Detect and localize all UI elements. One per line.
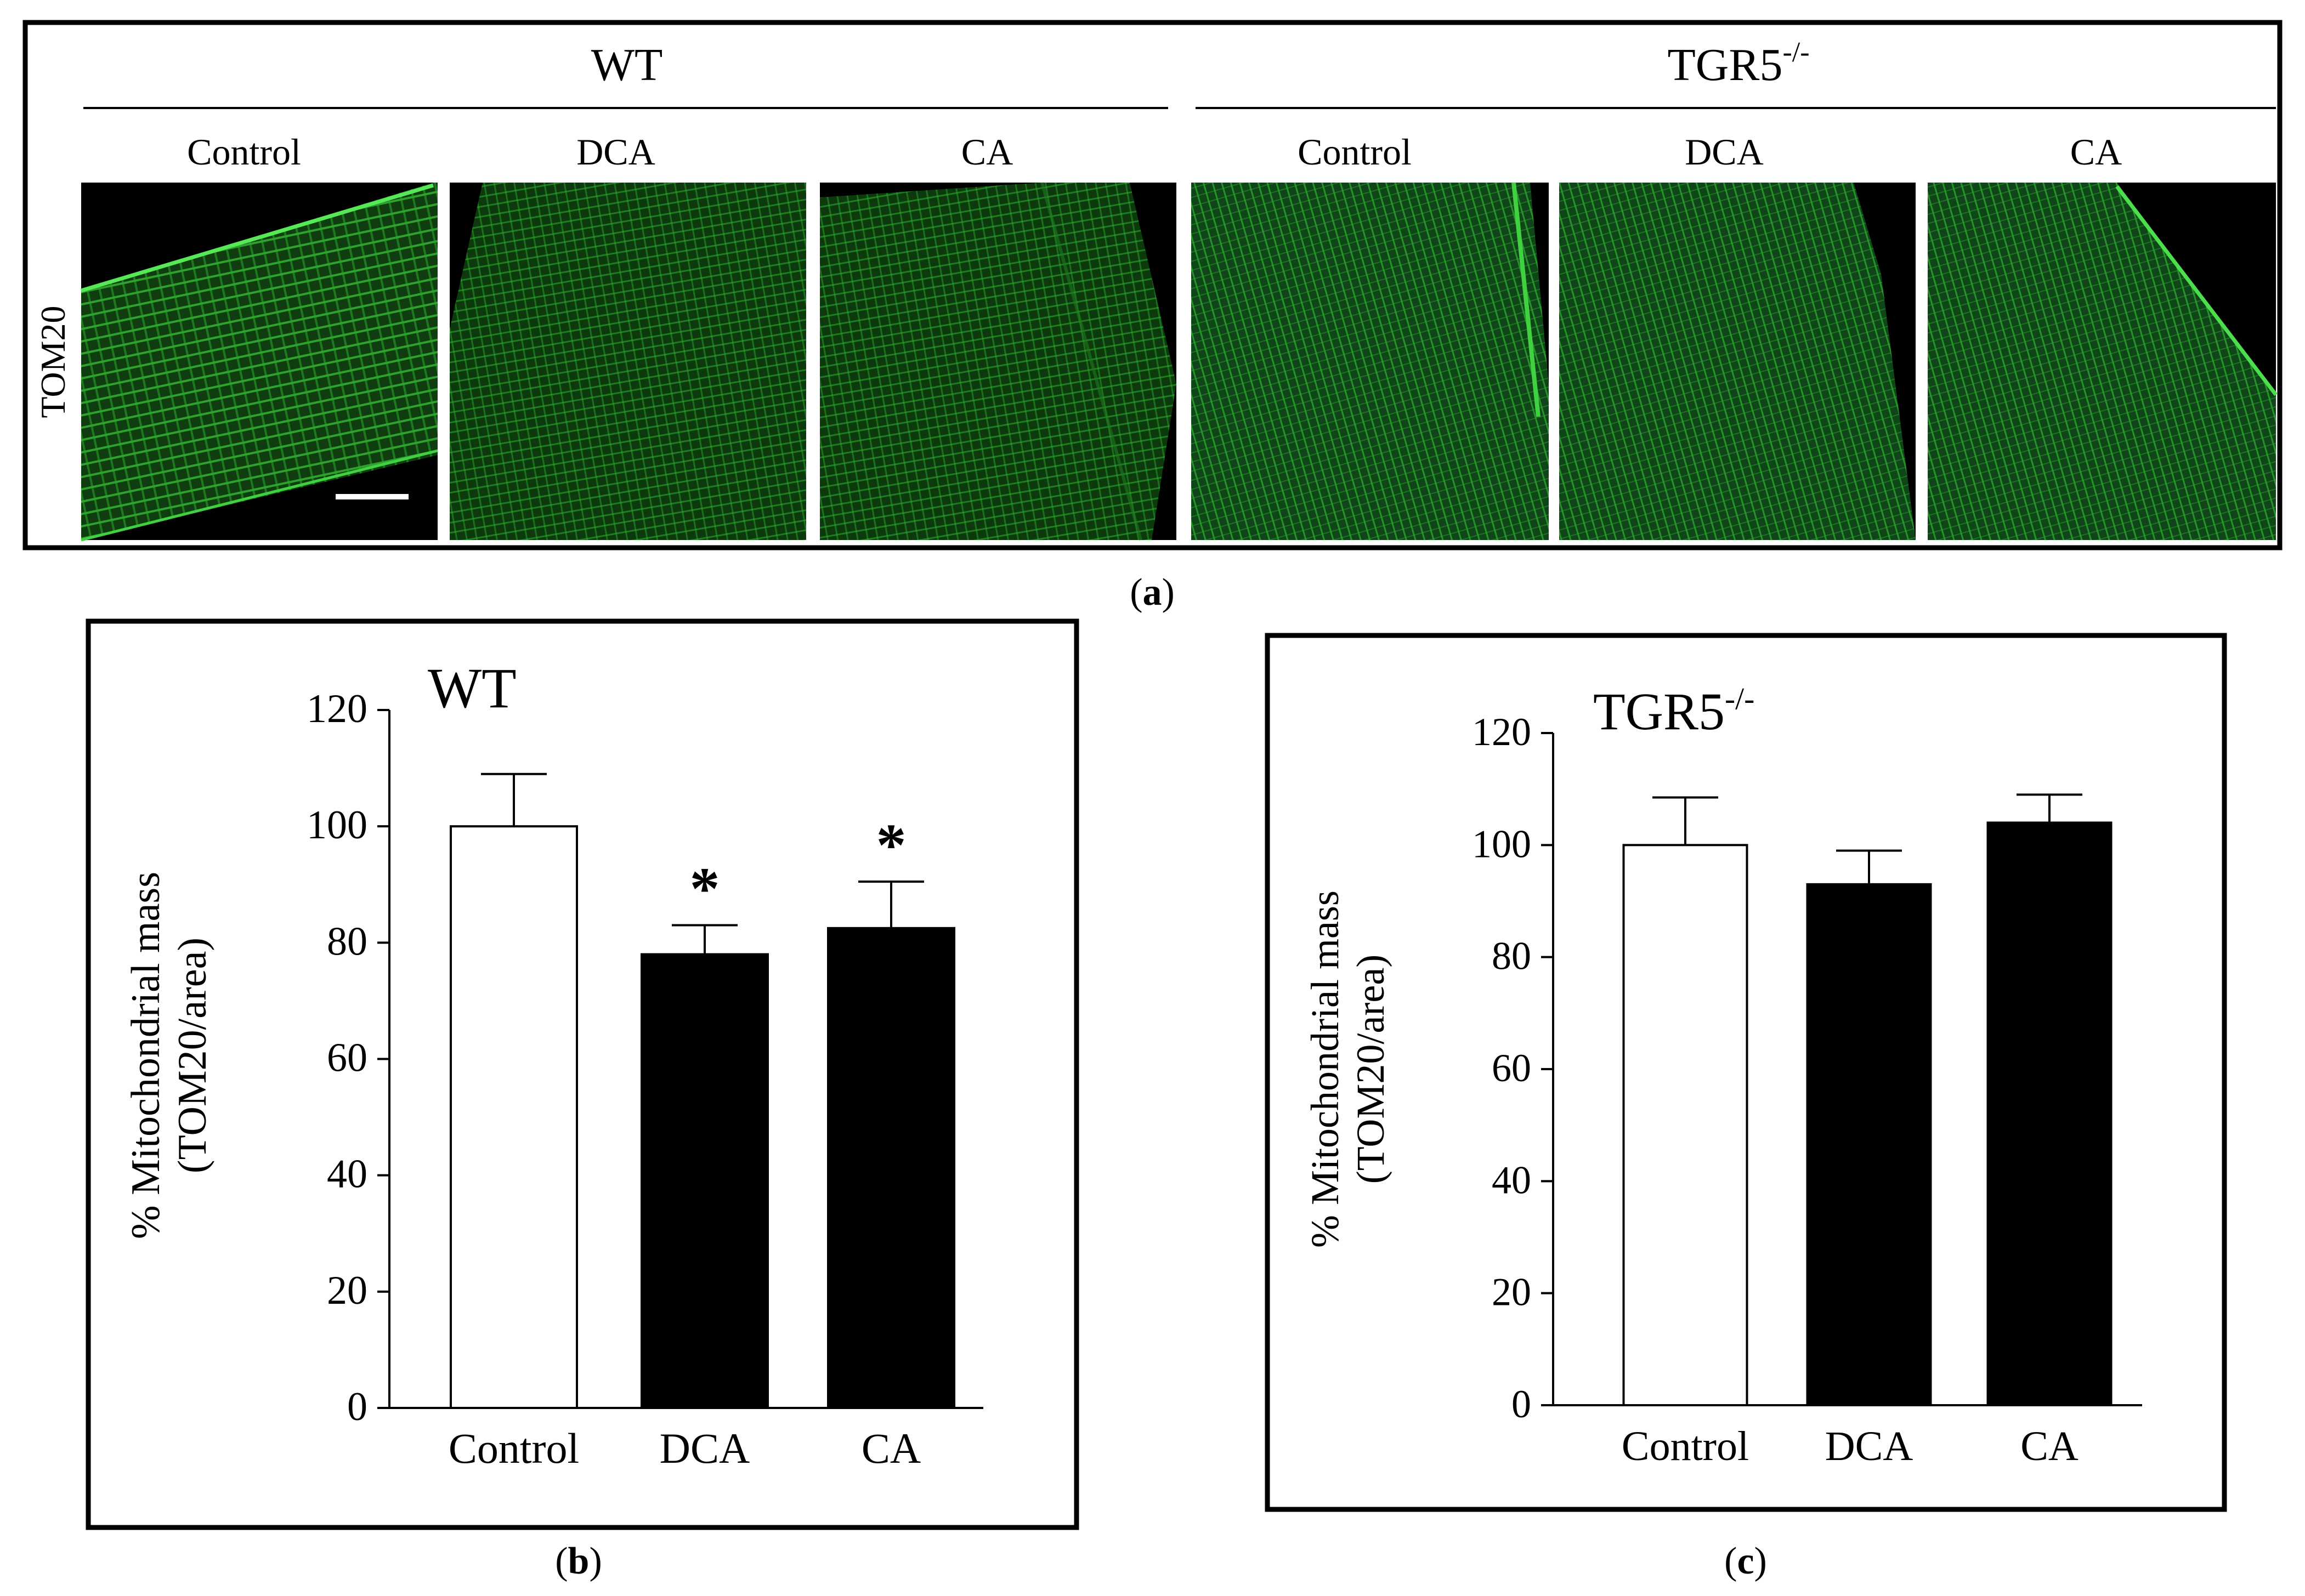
bar [641, 953, 769, 1410]
y-tick-label: 0 [347, 1384, 367, 1429]
panel-c-frame [1265, 633, 2227, 1512]
panel-caption-a: (a) [1130, 571, 1175, 614]
y-tick-label: 20 [1492, 1270, 1531, 1314]
micrograph-wt-dca [450, 183, 806, 540]
condition-label: DCA [576, 131, 655, 173]
y-tick-label: 60 [1492, 1046, 1531, 1090]
y-axis-title-units: (TOM20/area) [170, 938, 215, 1173]
y-tick-label: 40 [327, 1152, 367, 1197]
y-tick-label: 20 [327, 1268, 367, 1313]
micrograph-tgr5-ca [1928, 183, 2278, 540]
condition-label: Control [187, 131, 301, 173]
bar-chart-wt: 0 20 40 60 80 100 120 % Mitochondrial mass (TOM2… [123, 657, 983, 1472]
panel-c: 0 20 40 60 80 100 120 % Mitochondrial mass (TOM2… [1265, 633, 2227, 1582]
micrograph-tgr5-control [1191, 182, 1549, 540]
x-tick-label: CA [862, 1424, 921, 1472]
x-tick-label: Control [1622, 1423, 1749, 1469]
micrograph-wt-ca [820, 182, 1176, 541]
genotype-label-wt: WT [591, 39, 663, 90]
bar [1806, 883, 1932, 1406]
y-tick-label: 40 [1492, 1158, 1531, 1202]
chart-title: WT [428, 657, 517, 720]
y-axis-title: % Mitochondrial mass [1303, 890, 1347, 1248]
y-tick-label: 80 [1492, 934, 1531, 978]
chart-title: TGR5-/- [1593, 682, 1754, 741]
condition-label: CA [2070, 131, 2122, 173]
y-axis-title-units: (TOM20/area) [1349, 955, 1392, 1184]
panel-a-frame [22, 20, 2283, 550]
panel-b: 0 20 40 60 80 100 120 % Mitochondrial mass (TOM2… [86, 618, 1079, 1582]
panel-a: WT TGR5-/- Control DCA CA Control DCA CA… [22, 20, 2283, 614]
condition-label: Control [1298, 131, 1412, 173]
y-tick-label: 120 [1472, 710, 1531, 754]
x-tick-label: DCA [1825, 1423, 1913, 1469]
micrograph-wt-control [80, 183, 438, 542]
bar [827, 927, 955, 1409]
y-tick-label: 120 [307, 686, 367, 731]
x-tick-label: Control [449, 1424, 579, 1472]
panel-caption-b: (b) [555, 1540, 602, 1582]
bar [1986, 821, 2113, 1406]
row-label-tom20: TOM20 [33, 305, 72, 418]
bar-chart-tgr5: 0 20 40 60 80 100 120 % Mitochondrial mass (TOM2… [1303, 682, 2142, 1469]
bar [1622, 844, 1748, 1407]
condition-label: CA [961, 131, 1013, 173]
significance-marker: * [690, 855, 720, 922]
x-tick-label: CA [2020, 1423, 2079, 1469]
micrograph-tgr5-dca [1559, 183, 1916, 540]
condition-label: DCA [1685, 131, 1764, 173]
panel-b-frame [86, 618, 1079, 1530]
x-tick-label: DCA [660, 1424, 750, 1472]
y-tick-label: 80 [327, 919, 367, 964]
panel-caption-c: (c) [1724, 1540, 1767, 1582]
y-tick-label: 100 [307, 803, 367, 848]
y-tick-label: 0 [1511, 1382, 1531, 1426]
y-axis-title: % Mitochondrial mass [123, 872, 168, 1239]
y-tick-label: 60 [327, 1036, 367, 1081]
y-tick-label: 100 [1472, 822, 1531, 866]
genotype-label-tgr5: TGR5-/- [1667, 37, 1809, 90]
significance-marker: * [876, 811, 907, 878]
bar [450, 825, 578, 1409]
